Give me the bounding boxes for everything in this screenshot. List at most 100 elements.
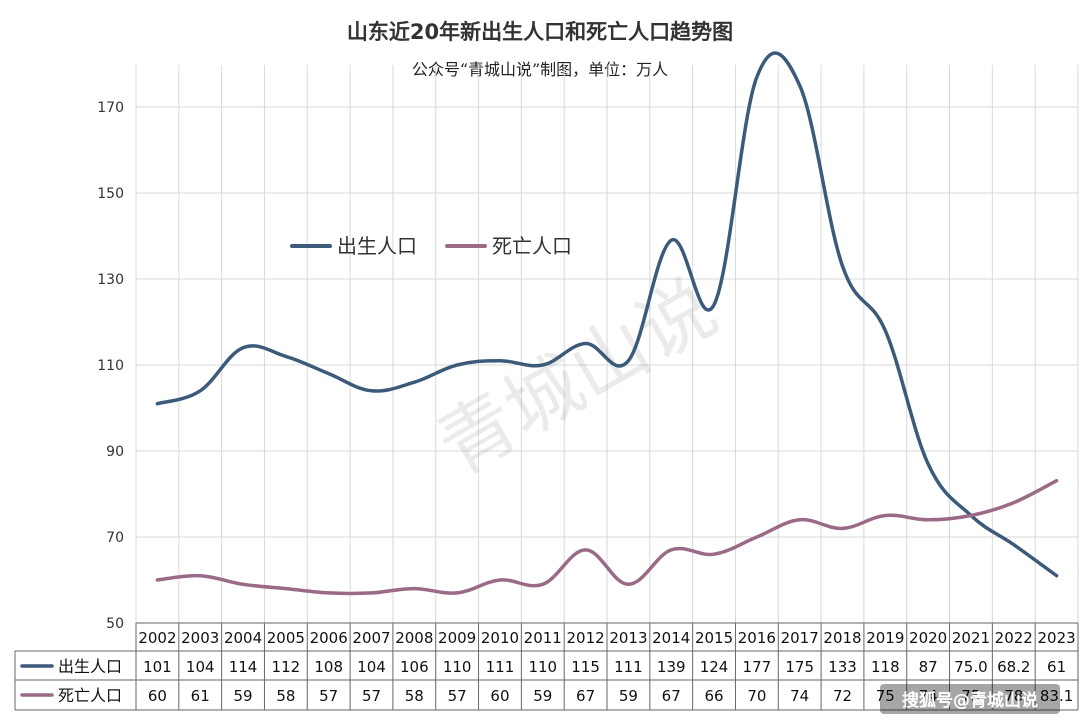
legend-label-deaths: 死亡人口	[492, 234, 572, 258]
x-tick-label: 2009	[438, 629, 476, 647]
data-label: 59	[533, 687, 552, 705]
data-point	[284, 354, 288, 358]
x-tick-label: 2014	[652, 629, 690, 647]
data-point	[498, 578, 502, 582]
data-label: 133	[828, 658, 857, 676]
data-point	[798, 518, 802, 522]
data-point	[1012, 501, 1016, 505]
data-point	[155, 578, 159, 582]
x-tick-label: 2002	[138, 629, 176, 647]
data-label: 106	[400, 658, 429, 676]
data-point	[541, 363, 545, 367]
data-point	[412, 380, 416, 384]
chart-title: 山东近20年新出生人口和死亡人口趋势图	[347, 20, 733, 44]
data-point	[626, 359, 630, 363]
data-label: 57	[448, 687, 467, 705]
data-label: 114	[229, 658, 258, 676]
data-label: 59	[619, 687, 638, 705]
data-point	[712, 552, 716, 556]
x-tick-label: 2004	[224, 629, 262, 647]
data-point	[412, 587, 416, 591]
data-point	[155, 402, 159, 406]
data-point	[1055, 574, 1059, 578]
data-table: 2002 2003 2004 2005 2006 2007 2008 2009 2010 2011…	[14, 622, 1079, 711]
data-label: 67	[576, 687, 595, 705]
data-point	[883, 514, 887, 518]
y-tick-label: 90	[106, 444, 124, 460]
data-point	[241, 582, 245, 586]
data-label: 59	[233, 687, 252, 705]
data-label: 139	[657, 658, 686, 676]
data-label: 110	[528, 658, 557, 676]
y-tick-label: 170	[97, 100, 124, 116]
credit-background	[880, 684, 1060, 714]
y-axis: 50 70 90 110 130 150 170	[97, 100, 124, 632]
data-label: 112	[272, 658, 301, 676]
data-point	[541, 582, 545, 586]
data-point	[370, 591, 374, 595]
data-point	[798, 84, 802, 88]
data-point	[883, 329, 887, 333]
data-label: 60	[490, 687, 509, 705]
x-tick-label: 2008	[395, 629, 433, 647]
data-point	[198, 389, 202, 393]
data-point	[455, 363, 459, 367]
table-row-label: 出生人口	[58, 657, 122, 676]
data-point	[498, 359, 502, 363]
data-point	[370, 389, 374, 393]
credit-text: 搜狐号@青城山说	[902, 690, 1038, 711]
watermark-text: 青城山说	[423, 263, 731, 492]
data-label: 74	[790, 687, 809, 705]
data-point	[669, 238, 673, 242]
data-label: 108	[314, 658, 343, 676]
series-line-births	[155, 51, 1059, 578]
data-label: 74	[919, 687, 938, 705]
y-tick-label: 150	[97, 186, 124, 202]
data-label: 175	[785, 658, 814, 676]
data-label: 60	[148, 687, 167, 705]
series-line-deaths	[155, 478, 1059, 596]
data-label: 75.0	[954, 658, 987, 676]
x-tick-label: 2007	[352, 629, 390, 647]
data-point	[198, 574, 202, 578]
legend-label-births: 出生人口	[337, 234, 417, 258]
x-tick-label: 2020	[909, 629, 947, 647]
data-point	[926, 462, 930, 466]
x-tick-label: 2018	[823, 629, 861, 647]
data-label: 104	[357, 658, 386, 676]
data-label: 66	[704, 687, 723, 705]
data-point	[755, 75, 759, 79]
data-label: 61	[191, 687, 210, 705]
data-point	[841, 526, 845, 530]
data-point	[584, 342, 588, 346]
data-point	[841, 264, 845, 268]
x-tick-label: 2013	[609, 629, 647, 647]
data-label: 75	[876, 687, 895, 705]
data-label: 58	[276, 687, 295, 705]
legend: 出生人口 死亡人口	[290, 234, 572, 258]
data-point	[1055, 479, 1059, 483]
data-label: 68.2	[997, 658, 1030, 676]
chart-subtitle: 公众号“青城山说”制图，单位：万人	[412, 60, 668, 79]
x-tick-label: 2012	[566, 629, 604, 647]
table-row-label: 死亡人口	[58, 686, 122, 705]
data-label: 110	[443, 658, 472, 676]
data-point	[327, 372, 331, 376]
data-point	[969, 514, 973, 518]
data-label: 57	[362, 687, 381, 705]
grid-lines	[135, 65, 1079, 623]
data-label: 61	[1047, 658, 1066, 676]
y-tick-label: 130	[97, 272, 124, 288]
x-tick-label: 2005	[267, 629, 305, 647]
x-tick-label: 2023	[1037, 629, 1075, 647]
x-tick-label: 2010	[481, 629, 519, 647]
data-label: 115	[571, 658, 600, 676]
x-tick-label: 2021	[952, 629, 990, 647]
data-label: 124	[700, 658, 729, 676]
data-point	[626, 582, 630, 586]
x-tick-label: 2006	[310, 629, 348, 647]
data-point	[712, 303, 716, 307]
data-point	[584, 548, 588, 552]
data-point	[755, 535, 759, 539]
x-tick-label: 2022	[995, 629, 1033, 647]
